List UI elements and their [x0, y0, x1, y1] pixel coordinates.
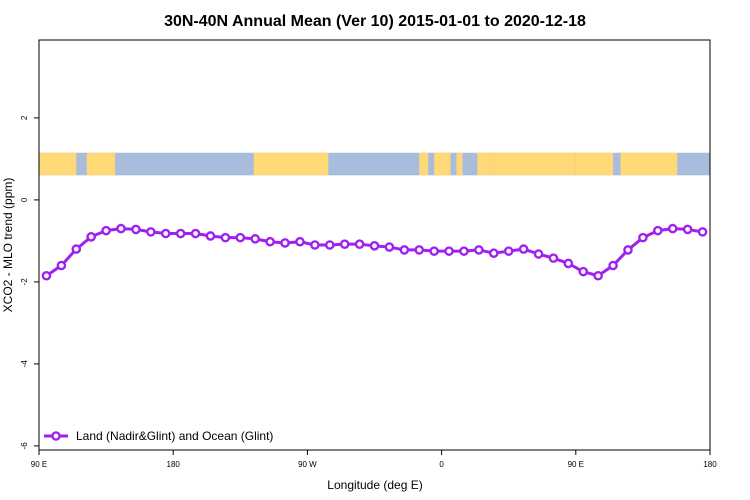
map-land-6	[477, 152, 490, 176]
data-point	[354, 239, 365, 249]
data-point	[474, 245, 484, 255]
x-axis-label: Longitude (deg E)	[327, 478, 422, 492]
data-point	[56, 260, 67, 271]
data-point	[339, 239, 350, 249]
y-tick-label: -4	[20, 360, 29, 368]
data-point	[280, 238, 290, 248]
data-point	[384, 242, 395, 252]
x-tick-label: 180	[703, 460, 717, 469]
y-axis-label: XCO2 - MLO trend (ppm)	[1, 178, 15, 313]
series-layer	[41, 223, 708, 281]
data-point	[310, 240, 320, 250]
x-tick-label: 90 W	[298, 460, 317, 469]
data-point	[175, 228, 186, 239]
data-point	[593, 270, 603, 281]
map-land-5	[456, 152, 463, 176]
data-point	[653, 225, 663, 236]
y-tick-label: -2	[20, 278, 29, 286]
x-tick-label: 90 E	[568, 460, 584, 469]
data-point	[623, 245, 633, 255]
data-point	[250, 234, 261, 244]
data-point	[697, 227, 708, 237]
map-strip	[39, 152, 710, 176]
map-land-3	[419, 152, 429, 176]
data-point	[459, 246, 469, 256]
map-land-9	[620, 152, 678, 176]
data-point	[160, 228, 171, 239]
y-tick-label: 2	[20, 115, 29, 120]
x-tick-label: 0	[439, 460, 444, 469]
data-point	[608, 260, 618, 271]
legend-label: Land (Nadir&Glint) and Ocean (Glint)	[76, 429, 273, 443]
data-point	[71, 244, 82, 254]
map-land-1	[86, 152, 116, 176]
map-land-2	[253, 152, 329, 176]
map-land-8	[575, 152, 614, 176]
data-point	[414, 245, 425, 255]
data-point	[295, 236, 305, 247]
y-tick-label: -6	[20, 442, 29, 450]
data-point	[488, 248, 499, 258]
data-point	[667, 223, 678, 234]
data-point	[146, 227, 156, 237]
data-point	[444, 246, 454, 256]
legend-marker	[51, 431, 61, 441]
x-tick-label: 90 E	[31, 460, 47, 469]
data-point	[578, 266, 589, 277]
y-axis: 2 0 -2 -4 -6	[20, 115, 39, 449]
data-point	[369, 241, 380, 251]
data-point	[190, 228, 201, 239]
data-point	[503, 246, 514, 256]
x-tick-label: 180	[167, 460, 181, 469]
data-point	[399, 245, 410, 255]
data-point	[429, 246, 439, 256]
map-land-4	[434, 152, 451, 176]
x-axis: 90 E 180 90 W 0 90 E 180	[31, 450, 717, 469]
data-point	[41, 270, 52, 281]
y-tick-label: 0	[20, 197, 29, 202]
data-point	[548, 253, 559, 263]
data-point	[220, 232, 231, 243]
legend: Land (Nadir&Glint) and Ocean (Glint)	[44, 429, 273, 443]
data-point	[518, 244, 529, 254]
data-point	[563, 258, 574, 269]
data-point	[205, 231, 216, 241]
plot-frame	[38, 39, 711, 451]
map-land-7	[489, 152, 576, 176]
data-point	[101, 225, 111, 236]
data-point	[533, 249, 544, 259]
data-point	[86, 231, 96, 242]
data-point	[265, 236, 275, 247]
series-line	[45, 227, 703, 278]
map-land-0	[39, 152, 77, 176]
data-point	[638, 232, 648, 243]
data-point	[682, 224, 693, 235]
data-point	[324, 240, 335, 250]
data-point	[116, 223, 126, 234]
data-point	[131, 224, 141, 235]
chart-title: 30N-40N Annual Mean (Ver 10) 2015-01-01 …	[164, 13, 586, 30]
data-point	[235, 232, 246, 243]
